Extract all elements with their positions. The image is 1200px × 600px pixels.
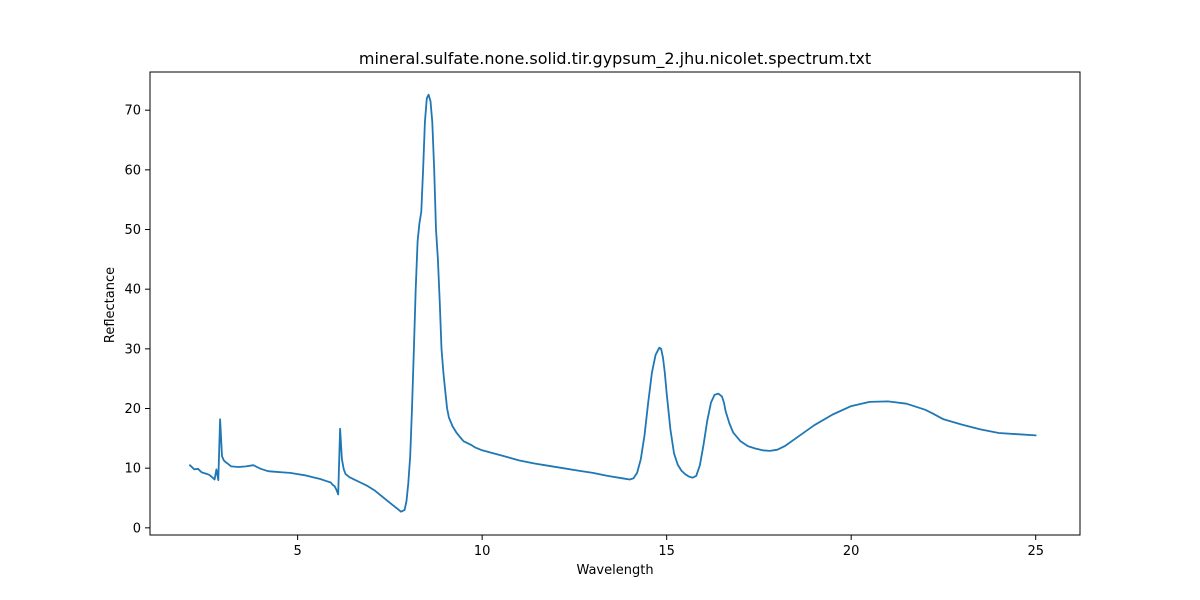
x-tick-label: 25 — [1027, 544, 1044, 559]
y-tick-label: 70 — [124, 104, 141, 119]
chart-title: mineral.sulfate.none.solid.tir.gypsum_2.… — [359, 49, 871, 69]
y-tick-label: 60 — [124, 163, 141, 178]
x-tick-label: 15 — [658, 544, 675, 559]
plot-frame — [149, 71, 1081, 536]
y-tick-label: 40 — [124, 283, 141, 298]
y-axis: 0 10 20 30 40 50 60 70 — [124, 104, 150, 536]
plot-area — [149, 71, 1081, 536]
y-tick-label: 50 — [124, 223, 141, 238]
y-axis-label: Reflectance — [103, 267, 118, 343]
x-tick-label: 5 — [293, 544, 301, 559]
y-tick-label: 0 — [133, 521, 141, 536]
x-tick-label: 20 — [843, 544, 860, 559]
x-axis: 5 10 15 20 25 — [293, 535, 1044, 559]
y-tick-label: 20 — [124, 402, 141, 417]
y-tick-label: 30 — [124, 342, 141, 357]
x-tick-label: 10 — [474, 544, 491, 559]
spectrum-line — [188, 93, 1037, 513]
y-tick-label: 10 — [124, 462, 141, 477]
x-axis-label: Wavelength — [576, 563, 653, 578]
